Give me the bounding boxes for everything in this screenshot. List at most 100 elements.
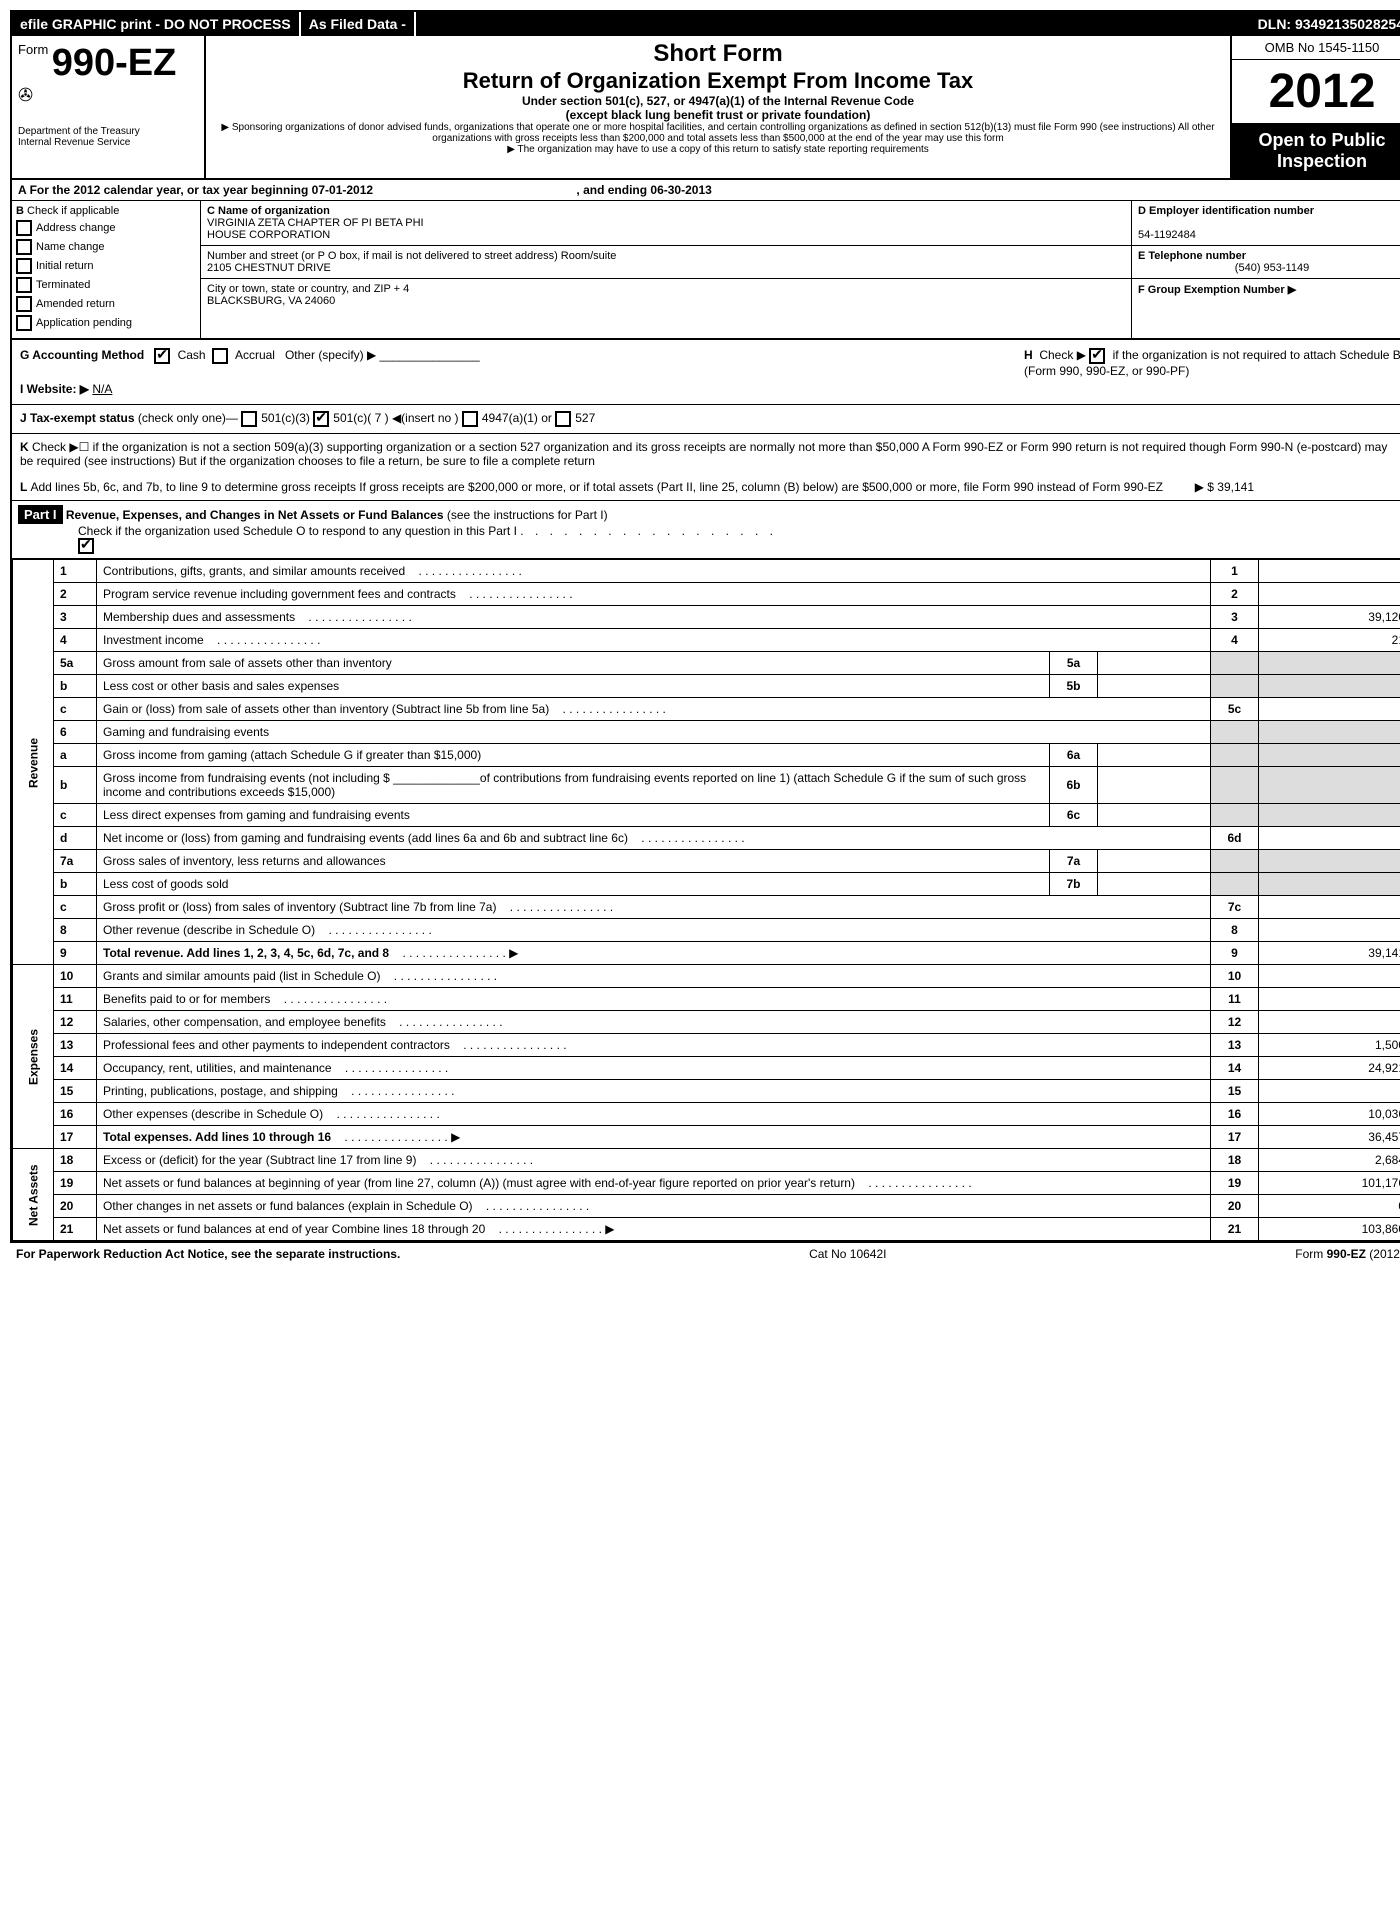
line-description: Salaries, other compensation, and employ… [97,1011,1211,1034]
line-description: Net assets or fund balances at end of ye… [97,1218,1211,1241]
result-line-number: 16 [1211,1103,1259,1126]
colb-checkbox[interactable] [16,277,32,293]
result-amount: 10,036 [1259,1103,1400,1126]
line-number: 5a [54,652,97,675]
501c-checkbox[interactable] [313,411,329,427]
result-amount [1259,965,1400,988]
omb-number: OMB No 1545-1150 [1232,36,1400,60]
line-description: Printing, publications, postage, and shi… [97,1080,1211,1103]
part-1-table: Revenue1Contributions, gifts, grants, an… [12,559,1400,1241]
sub-line-value [1098,804,1211,827]
section-l: L Add lines 5b, 6c, and 7b, to line 9 to… [12,474,1400,501]
column-d: D Employer identification number 54-1192… [1132,201,1400,338]
line-number: d [54,827,97,850]
column-c: C Name of organization VIRGINIA ZETA CHA… [201,201,1132,338]
sub-line-label: 7b [1050,873,1098,896]
line-description: Net income or (loss) from gaming and fun… [97,827,1211,850]
result-amount: 24,921 [1259,1057,1400,1080]
sub-line-label: 6b [1050,767,1098,804]
result-amount: 1,500 [1259,1034,1400,1057]
as-filed: As Filed Data - [301,12,416,36]
sub-line-value [1098,873,1211,896]
schedule-o-checkbox[interactable] [78,538,94,554]
result-amount: 36,457 [1259,1126,1400,1149]
info-section: B Check if applicable Address changeName… [12,201,1400,340]
form-990ez: efile GRAPHIC print - DO NOT PROCESS As … [10,10,1400,1243]
netassets-label: Net Assets [13,1149,54,1241]
line-description: Gaming and fundraising events [97,721,1211,744]
sub-line-label: 6a [1050,744,1098,767]
dept-treasury: Department of the Treasury [18,126,198,137]
sub-line-label: 5b [1050,675,1098,698]
result-amount: 39,120 [1259,606,1400,629]
sub-line-label: 7a [1050,850,1098,873]
line-number: 19 [54,1172,97,1195]
result-line-number: 3 [1211,606,1259,629]
colb-checkbox[interactable] [16,258,32,274]
result-line-number: 20 [1211,1195,1259,1218]
4947-checkbox[interactable] [462,411,478,427]
colb-checkbox[interactable] [16,315,32,331]
line-description: Gross profit or (loss) from sales of inv… [97,896,1211,919]
line-number: 7a [54,850,97,873]
result-line-number: 17 [1211,1126,1259,1149]
section-j: J Tax-exempt status (check only one)— 50… [12,405,1400,434]
sub-title-1: Under section 501(c), 527, or 4947(a)(1)… [216,94,1220,108]
part-1-header: Part I Revenue, Expenses, and Changes in… [12,501,1400,559]
sub-line-value [1098,850,1211,873]
colb-checkbox[interactable] [16,220,32,236]
tax-year: 2012 [1232,60,1400,124]
line-number: 3 [54,606,97,629]
expenses-label: Expenses [13,965,54,1149]
sub-title-2: (except black lung benefit trust or priv… [216,108,1220,122]
header: Form 990-EZ ✇ Department of the Treasury… [12,36,1400,180]
result-amount: 103,860 [1259,1218,1400,1241]
result-amount: 21 [1259,629,1400,652]
line-number: 21 [54,1218,97,1241]
result-line-number: 7c [1211,896,1259,919]
org-name-2: HOUSE CORPORATION [207,229,330,241]
line-number: 16 [54,1103,97,1126]
line-description: Excess or (deficit) for the year (Subtra… [97,1149,1211,1172]
accrual-checkbox[interactable] [212,348,228,364]
line-number: 14 [54,1057,97,1080]
result-line-number: 8 [1211,919,1259,942]
line-number: 10 [54,965,97,988]
line-number: 6 [54,721,97,744]
line-number: a [54,744,97,767]
result-amount [1259,988,1400,1011]
line-description: Total expenses. Add lines 10 through 16 … [97,1126,1211,1149]
colb-checkbox[interactable] [16,296,32,312]
efile-notice: efile GRAPHIC print - DO NOT PROCESS [12,12,301,36]
sub-line-label: 6c [1050,804,1098,827]
result-line-number: 19 [1211,1172,1259,1195]
section-k: K Check ▶☐ if the organization is not a … [12,434,1400,474]
527-checkbox[interactable] [555,411,571,427]
sub-line-value [1098,744,1211,767]
line-number: 15 [54,1080,97,1103]
line-number: 9 [54,942,97,965]
dept-irs: Internal Revenue Service [18,137,198,148]
result-line-number: 12 [1211,1011,1259,1034]
sub-line-value [1098,652,1211,675]
main-title: Return of Organization Exempt From Incom… [216,68,1220,94]
cash-checkbox[interactable] [154,348,170,364]
line-description: Grants and similar amounts paid (list in… [97,965,1211,988]
ein: 54-1192484 [1138,229,1196,241]
schedule-b-checkbox[interactable] [1089,348,1105,364]
column-b: B Check if applicable Address changeName… [12,201,201,338]
form-number-box: Form 990-EZ ✇ Department of the Treasury… [12,36,206,178]
website: N/A [92,382,112,396]
line-number: b [54,873,97,896]
line-number: 12 [54,1011,97,1034]
line-number: 11 [54,988,97,1011]
501c3-checkbox[interactable] [241,411,257,427]
sub-line-value [1098,767,1211,804]
result-amount: 2,684 [1259,1149,1400,1172]
result-line-number: 5c [1211,698,1259,721]
result-line-number: 18 [1211,1149,1259,1172]
line-number: 2 [54,583,97,606]
result-line-number: 2 [1211,583,1259,606]
org-name-1: VIRGINIA ZETA CHAPTER OF PI BETA PHI [207,217,424,229]
colb-checkbox[interactable] [16,239,32,255]
